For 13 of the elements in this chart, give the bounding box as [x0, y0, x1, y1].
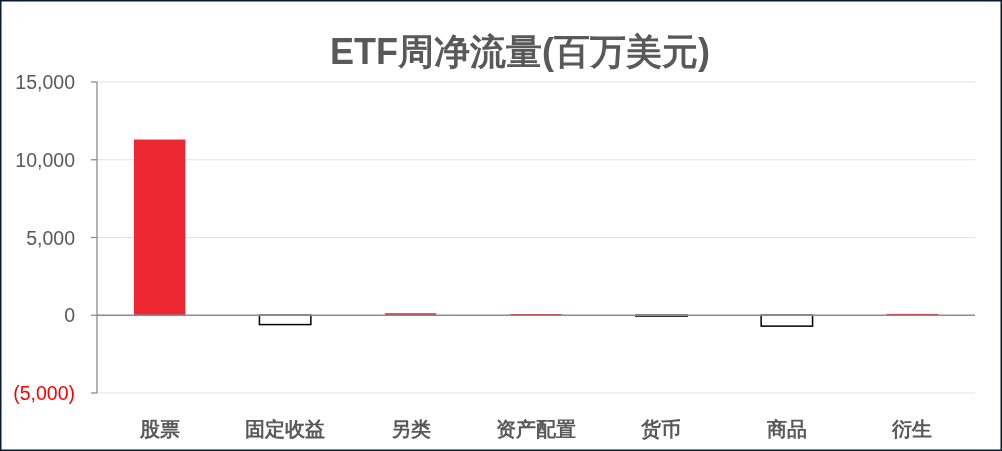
x-tick-label: 商品: [766, 418, 807, 440]
y-tick-label: 15,000: [15, 71, 75, 93]
y-tick-label: 5,000: [26, 226, 75, 249]
y-tick-label: 10,000: [15, 148, 75, 171]
x-tick-label: 固定收益: [245, 418, 326, 440]
x-tick-label: 货币: [641, 418, 682, 440]
title: ETF周净流量(百万美元): [330, 31, 710, 72]
x-tick-label: 股票: [139, 418, 180, 440]
y-tick-label: 0: [64, 304, 75, 327]
x-tick-label: 另类: [390, 418, 431, 440]
x-tick-label: 衍生: [892, 418, 933, 440]
y-tick-label: (5,000): [13, 382, 75, 404]
x-tick-label: 资产配置: [496, 418, 576, 440]
